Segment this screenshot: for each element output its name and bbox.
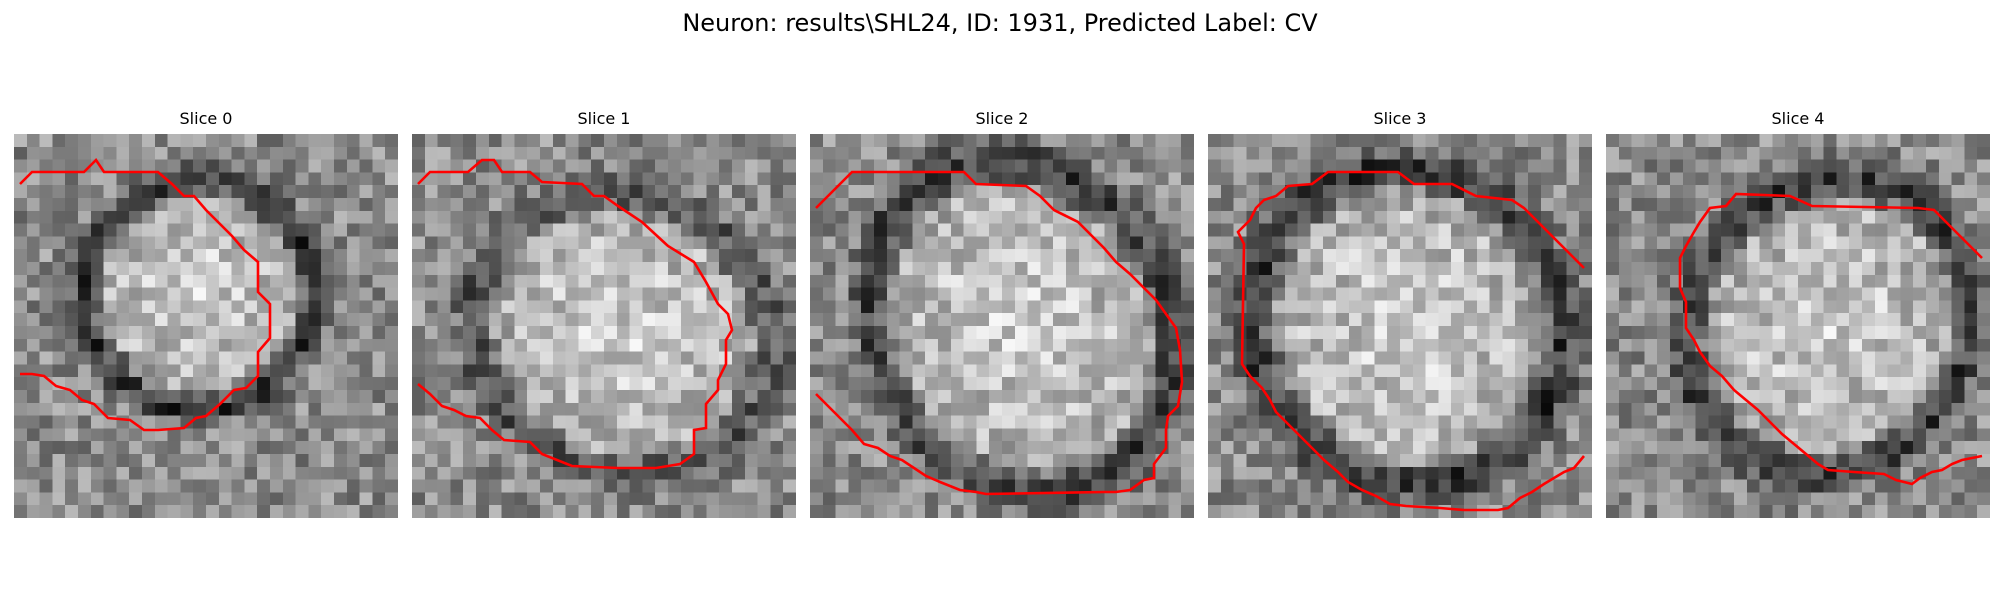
slice-panel-4: Slice 4	[1606, 108, 1990, 518]
slice-title-1: Slice 1	[577, 109, 631, 128]
slice-image-4	[1606, 134, 1990, 518]
red-contour	[417, 158, 734, 470]
slice-image-0	[14, 134, 398, 518]
red-contour	[815, 170, 1184, 496]
red-contour	[1236, 170, 1585, 512]
slice-image-2	[810, 134, 1194, 518]
figure-title: Neuron: results\SHL24, ID: 1931, Predict…	[682, 9, 1318, 37]
grayscale-texture	[1606, 134, 1990, 518]
red-contour	[1678, 192, 1983, 486]
red-contour	[19, 157, 272, 432]
slice-title-4: Slice 4	[1771, 109, 1825, 128]
slice-panel-0: Slice 0	[14, 108, 398, 518]
slice-panel-3: Slice 3	[1208, 108, 1592, 518]
slice-title-0: Slice 0	[179, 109, 233, 128]
grayscale-texture	[14, 134, 398, 518]
slice-image-1	[412, 134, 796, 518]
slice-panel-2: Slice 2	[810, 108, 1194, 518]
slice-panel-1: Slice 1	[412, 108, 796, 518]
contour-overlay	[1236, 170, 1585, 512]
slice-title-2: Slice 2	[975, 109, 1029, 128]
contour-overlay	[417, 158, 734, 470]
contour-overlay	[19, 157, 272, 432]
grayscale-texture	[810, 134, 1194, 518]
contour-overlay	[1678, 192, 1983, 486]
slice-image-3	[1208, 134, 1592, 518]
slice-title-3: Slice 3	[1373, 109, 1427, 128]
contour-overlay	[815, 170, 1184, 496]
